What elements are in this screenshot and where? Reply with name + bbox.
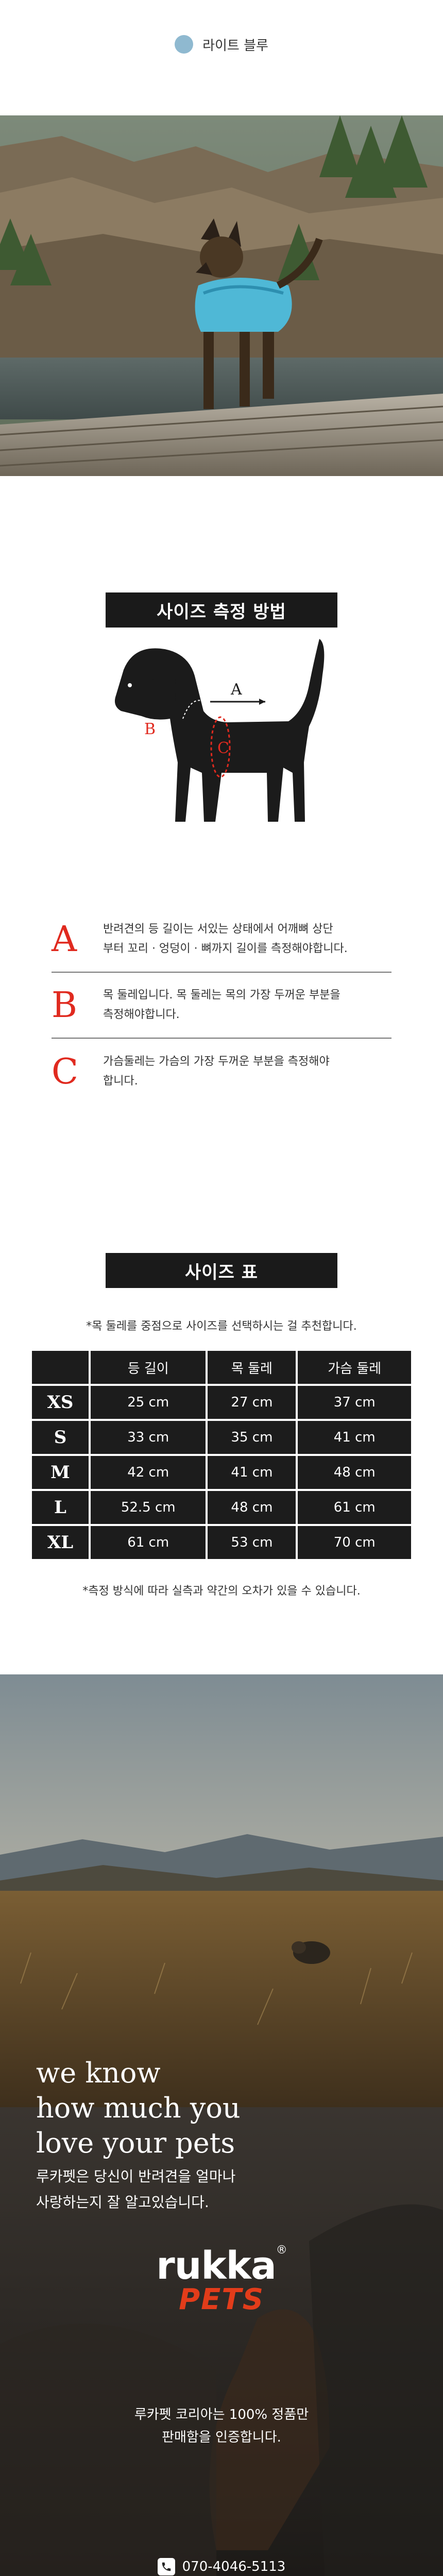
measure-letter-b: B [52, 985, 77, 1026]
back-length-cell: 25 cm [91, 1386, 206, 1419]
measure-item-a: A 반려견의 등 길이는 서있는 상태에서 어깨뼈 상단 부터 꼬리 · 엉덩이… [52, 907, 391, 973]
measure-item-b: B 목 둘레입니다. 목 둘레는 목의 가장 두꺼운 부분을 측정해야합니다. [52, 973, 391, 1039]
size-label: S [32, 1421, 89, 1454]
header-neck: 목 둘레 [208, 1351, 296, 1384]
authenticity-note: 루카펫 코리아는 100% 정품만 판매함을 인증합니다. [0, 2403, 443, 2449]
measure-text-line: 부터 꼬리 · 엉덩이 · 뼈까지 길이를 측정해야합니다. [103, 942, 348, 955]
table-row: XL 61 cm 53 cm 70 cm [32, 1526, 411, 1559]
registered-mark: ® [276, 2244, 287, 2257]
color-option: 라이트 블루 [0, 33, 443, 56]
measure-text-line: 목 둘레입니다. 목 둘레는 목의 가장 두꺼운 부분을 [103, 989, 340, 1002]
neck-cell: 35 cm [208, 1421, 296, 1454]
neck-cell: 48 cm [208, 1491, 296, 1524]
color-label: 라이트 블루 [202, 38, 268, 54]
table-row: M 42 cm 41 cm 48 cm [32, 1456, 411, 1489]
size-chart-note-top: *목 둘레를 중점으로 사이즈를 선택하시는 걸 추천합니다. [86, 1320, 357, 1333]
subtext-line: 사랑하는지 잘 알고있습니다. [36, 2194, 209, 2211]
promo-photo-background [0, 1674, 443, 2576]
chest-cell: 70 cm [298, 1526, 411, 1559]
back-length-cell: 61 cm [91, 1526, 206, 1559]
diagram-label-a: A [230, 681, 242, 699]
product-photo-dog-on-dock [0, 115, 443, 476]
measure-letter-c: C [52, 1051, 79, 1092]
measure-item-c: C 가슴둘레는 가슴의 가장 두꺼운 부분을 측정해야 합니다. [52, 1039, 391, 1105]
size-table-corner [32, 1351, 89, 1384]
size-label: L [32, 1491, 89, 1524]
back-length-cell: 52.5 cm [91, 1491, 206, 1524]
chest-cell: 48 cm [298, 1456, 411, 1489]
chest-cell: 41 cm [298, 1421, 411, 1454]
photo-dog-dock-image [0, 115, 443, 476]
brand-logo: rukka® PETS [0, 2244, 443, 2316]
measure-section-title: 사이즈 측정 방법 [106, 592, 337, 628]
promo-landscape-image [0, 1674, 443, 2576]
measure-text-a: 반려견의 등 길이는 서있는 상태에서 어깨뼈 상단 부터 꼬리 · 엉덩이 ·… [103, 920, 391, 959]
slogan-line: how much you [36, 2092, 241, 2124]
phone-number: 070-4046-5113 [182, 2559, 286, 2574]
promo-subtext: 루카펫은 당신이 반려견을 얼마나 사랑하는지 잘 알고있습니다. [36, 2164, 407, 2215]
chest-cell: 61 cm [298, 1491, 411, 1524]
subtext-line: 루카펫은 당신이 반려견을 얼마나 [36, 2168, 236, 2185]
diagram-label-b: B [144, 720, 156, 738]
contact-phone[interactable]: 070-4046-5113 [0, 2558, 443, 2575]
size-label: XL [32, 1526, 89, 1559]
dog-silhouette-icon: A B C [114, 639, 325, 822]
back-length-cell: 33 cm [91, 1421, 206, 1454]
brand-name: rukka® [0, 2244, 443, 2288]
table-row: S 33 cm 35 cm 41 cm [32, 1421, 411, 1454]
header-back-length: 등 길이 [91, 1351, 206, 1384]
size-label: XS [32, 1386, 89, 1419]
size-table-header-row: 등 길이 목 둘레 가슴 둘레 [32, 1351, 411, 1384]
header-chest: 가슴 둘레 [298, 1351, 411, 1384]
measure-text-line: 측정해야합니다. [103, 1008, 180, 1021]
diagram-label-c: C [217, 739, 229, 757]
size-chart-title: 사이즈 표 [106, 1253, 337, 1288]
measure-letter-a: A [52, 919, 77, 960]
note-line: 루카펫 코리아는 100% 정품만 [134, 2407, 309, 2422]
size-chart-note-bottom: *측정 방식에 따라 실측과 약간의 오차가 있을 수 있습니다. [82, 1585, 361, 1598]
table-row: L 52.5 cm 48 cm 61 cm [32, 1491, 411, 1524]
neck-cell: 53 cm [208, 1526, 296, 1559]
measure-text-b: 목 둘레입니다. 목 둘레는 목의 가장 두꺼운 부분을 측정해야합니다. [103, 986, 391, 1025]
table-row: XS 25 cm 27 cm 37 cm [32, 1386, 411, 1419]
brand-sub: PETS [179, 2283, 264, 2316]
neck-cell: 41 cm [208, 1456, 296, 1489]
color-swatch [175, 35, 194, 54]
promo-slogan: we know how much you love your pets [36, 2056, 407, 2161]
measure-text-line: 합니다. [103, 1075, 138, 1088]
neck-cell: 27 cm [208, 1386, 296, 1419]
back-length-cell: 42 cm [91, 1456, 206, 1489]
measure-text-line: 반려견의 등 길이는 서있는 상태에서 어깨뼈 상단 [103, 923, 333, 936]
size-label: M [32, 1456, 89, 1489]
chest-cell: 37 cm [298, 1386, 411, 1419]
note-line: 판매함을 인증합니다. [162, 2430, 281, 2445]
slogan-line: we know [36, 2057, 161, 2089]
measure-instructions: A 반려견의 등 길이는 서있는 상태에서 어깨뼈 상단 부터 꼬리 · 엉덩이… [52, 907, 391, 1105]
dog-measurement-diagram: A B C [93, 608, 350, 876]
measure-text-c: 가슴둘레는 가슴의 가장 두꺼운 부분을 측정해야 합니다. [103, 1052, 391, 1091]
brand-name-text: rukka [156, 2244, 277, 2288]
measure-text-line: 가슴둘레는 가슴의 가장 두꺼운 부분을 측정해야 [103, 1055, 330, 1068]
phone-icon [157, 2558, 175, 2575]
size-table: 등 길이 목 둘레 가슴 둘레 XS 25 cm 27 cm 37 cm S 3… [30, 1349, 413, 1561]
slogan-line: love your pets [36, 2127, 235, 2159]
